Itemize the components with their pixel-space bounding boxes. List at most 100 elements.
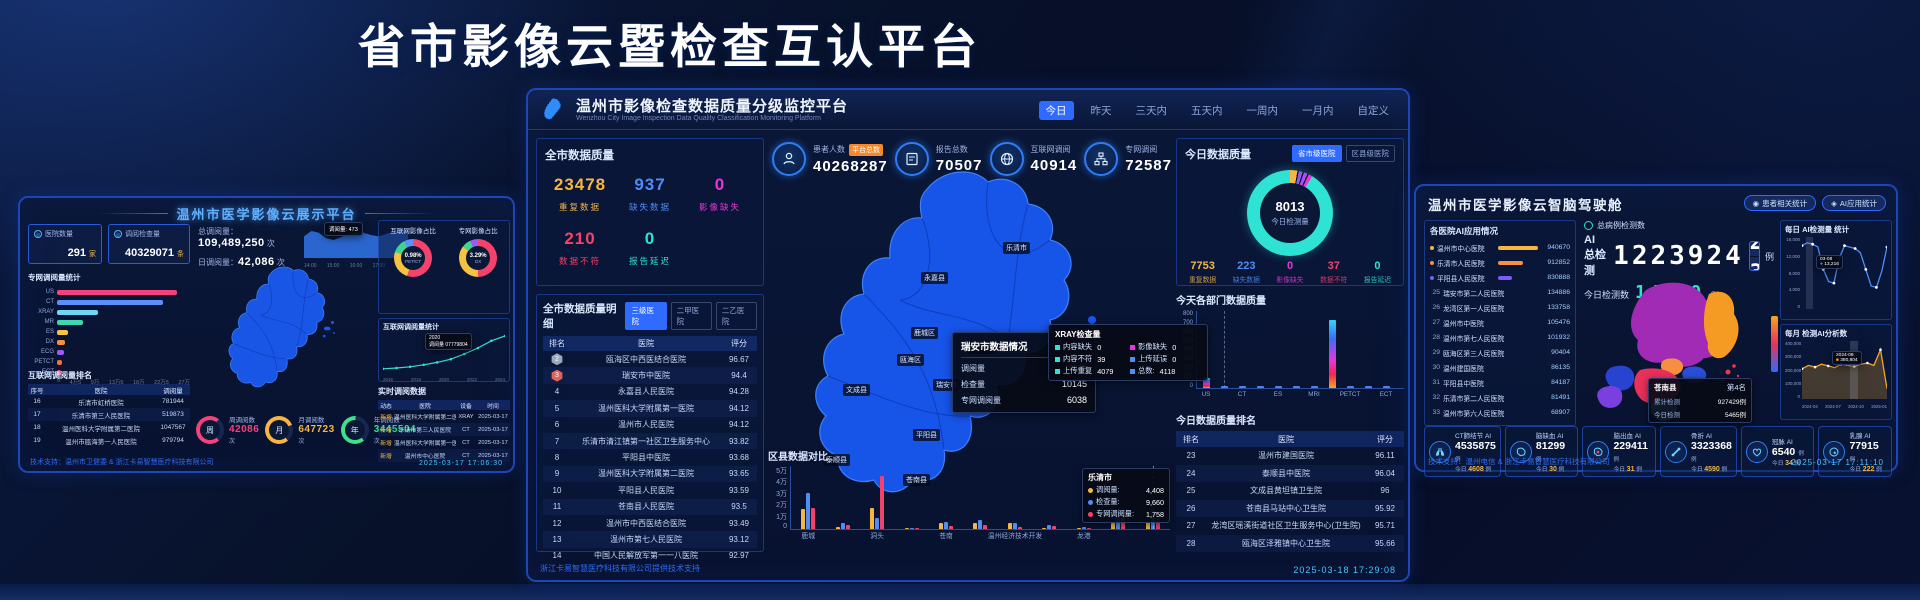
gauge-label: 周调阅数 (229, 417, 255, 424)
ai-stat-card: 乳腺 AI 77915 例今日 222 例 (1818, 426, 1893, 477)
table-row: 新增 乐清市第三人民医院 CT 2025-03-17 (378, 423, 510, 436)
score-cell: 94.12 (728, 420, 750, 430)
hospital-cell: 苍南县马站中心卫生院 (1206, 499, 1366, 517)
private-net-bar-chart[interactable]: 专网调阅量统计 US CT XRAY MR ES DX ECG PETCT ECT 0 4万5 9万… (28, 273, 190, 386)
legend-label: 上传延误 (1138, 354, 1168, 363)
score-cell: 95.92 (1366, 499, 1404, 517)
table-header-row: 排名 医院 评分 (543, 336, 757, 351)
kpi-item: 互联网调阅 40914 (989, 142, 1078, 176)
time-tab-7[interactable]: 自定义 (1357, 105, 1390, 117)
hbar-bar (57, 359, 62, 365)
right-header-buttons: ◉ 患者相关统计 ◈ AI应用统计 (1743, 195, 1886, 211)
x-tick: 9万 (90, 380, 100, 386)
district-label[interactable]: 乐清市 (1003, 242, 1030, 254)
hospital-cell: 瓯海区泽雅镇中心卫生院 (1206, 534, 1366, 552)
total-value: 109,489,250 (198, 237, 265, 249)
monthly-ai-chart[interactable]: 每月 检测AI分析数 400,000 300,000 200,000 100,000 0… (1780, 324, 1892, 420)
time-tab-4[interactable]: 五天内 (1191, 105, 1223, 117)
gauge-value: 647723 次 (298, 424, 335, 445)
legend-swatch (1055, 344, 1060, 350)
today-tab-2[interactable]: 区县级医院 (1345, 145, 1395, 162)
dept-bar-group (1359, 311, 1377, 388)
x-tick: 2024-04 (1802, 404, 1818, 409)
hbar-label: PETCT (34, 359, 54, 365)
district-compare-chart[interactable]: 区县数据对比 5万 4万 3万 2万 1万 0 鹿城 洞头 苍南 温州经济技术开发 龙港 乐清市 … (768, 448, 1170, 552)
cell: CT (462, 439, 470, 446)
legend-value: 0 (1172, 354, 1177, 364)
floor-strip (0, 584, 1920, 600)
time-tab-1[interactable]: 今日 (1038, 101, 1074, 120)
kpi-value: 40268287 (813, 157, 888, 175)
card-unit: 例 (1849, 457, 1855, 463)
column-header: 序号 (28, 384, 46, 395)
district-label[interactable]: 平阳县 (913, 429, 940, 441)
hospital-name: 乐清市人民医院 (1437, 260, 1485, 268)
hbar-row: MR (28, 318, 190, 326)
usage-value: 101932 (1547, 334, 1570, 341)
header-button-2[interactable]: ◈ AI应用统计 (1822, 195, 1886, 211)
dept-bar-label: CT (1237, 391, 1247, 398)
header-button-1[interactable]: ◉ 患者相关统计 (1743, 195, 1817, 211)
detail-tab-1[interactable]: 三级医院 (625, 302, 667, 330)
district-label[interactable]: 苍南县 (903, 474, 930, 486)
legend-item: 上传重复 4079 (1055, 366, 1126, 376)
quality-stat: 0 影像缺失 (685, 175, 755, 213)
hbar-bar (57, 329, 68, 335)
legend-label: 影像缺失 (1138, 342, 1168, 351)
table-row: 19 温州市瓯海第一人民医院 979794 (28, 434, 190, 447)
time-tab-6[interactable]: 一月内 (1302, 105, 1334, 117)
quality-stat: 210 数据不符 (545, 229, 615, 267)
gauge-text: 年调阅数 3445504 次 (374, 414, 416, 446)
detail-tab-2[interactable]: 二甲医院 (670, 302, 712, 330)
time-tab-5[interactable]: 一周内 (1246, 105, 1279, 117)
score-cell: 93.49 (728, 518, 750, 528)
cell: 乐清市虹桥医院 (78, 399, 124, 407)
dept-bar (1220, 386, 1228, 388)
dept-bar-group (1323, 311, 1341, 388)
district-label[interactable]: 泰顺县 (823, 454, 850, 466)
legend-label: 内容不符 (1063, 354, 1093, 363)
legend-value: 4118 (1159, 366, 1176, 376)
time-tab-2[interactable]: 昨天 (1090, 105, 1112, 117)
dept-bar-label: ECT (1379, 391, 1393, 398)
x-tick: 4万5 (69, 380, 82, 386)
card-today: 今日 30 例 (1535, 466, 1565, 473)
y-tick: 0 (783, 522, 787, 530)
table-row: 16 乐清市虹桥医院 781944 (28, 395, 190, 408)
cell: 2025-03-17 (476, 423, 510, 436)
left-mini-map[interactable] (206, 258, 366, 408)
usage-value: 912852 (1547, 259, 1570, 266)
district-label[interactable]: 永嘉县 (921, 272, 948, 284)
internet-line-chart[interactable]: 互联网调阅量统计 2020 调阅量 07779804 2016 2018 2020 2… (378, 318, 510, 382)
district-label[interactable]: 文成县 (843, 384, 870, 396)
dept-bar (1382, 386, 1390, 388)
gauge-unit: 次 (373, 439, 381, 445)
kpi-text: 患者人数 平台总数 40268287 (813, 143, 888, 175)
gauge-ring: 月 (265, 416, 294, 444)
table-row: 8 平阳县中医院 93.68 (543, 449, 757, 465)
score-cell: 96.11 (1375, 451, 1395, 461)
card-value: 81299 例 (1535, 440, 1566, 463)
hospital-cell: 平阳县人民医院 (618, 485, 674, 495)
legend-item: 内容不符 39 (1055, 354, 1126, 364)
column-header: 评分 (1366, 431, 1404, 447)
cell: 温州医科大学附属第二医院 (394, 415, 456, 421)
ai-list-row: 29 瓯海区第三人民医院 90404 (1430, 345, 1570, 360)
share-donut-title: 专网影像占比 (458, 228, 498, 235)
dept-quality-chart[interactable]: 今天各部门数据质量 8007006005004003002001000 USCT… (1176, 292, 1404, 406)
district-label[interactable]: 鹿城区 (911, 327, 938, 339)
kpi-value: 70507 (935, 157, 983, 174)
hospital-name: 瑞安市第二人民医院 (1443, 290, 1505, 298)
district-label[interactable]: 瓯海区 (897, 354, 924, 366)
right-color-map[interactable] (1576, 272, 1778, 422)
time-tab-3[interactable]: 三天内 (1135, 105, 1168, 117)
score-cell: 95.66 (1366, 534, 1404, 552)
today-tab-1[interactable]: 省市级医院 (1292, 145, 1342, 162)
today-stat-label: 报告延迟 (1363, 277, 1391, 284)
today-stat-value: 223 (1237, 260, 1256, 272)
detail-tab-3[interactable]: 二乙医院 (715, 302, 758, 330)
rank-cell: 8 (554, 453, 560, 463)
daily-ai-chart[interactable]: 每日 AI检测量 统计 16,000 12,000 8,000 4,000 0 03-0… (1780, 220, 1892, 320)
district-bar (880, 475, 885, 529)
dept-bar-label: MRI (1308, 391, 1320, 398)
